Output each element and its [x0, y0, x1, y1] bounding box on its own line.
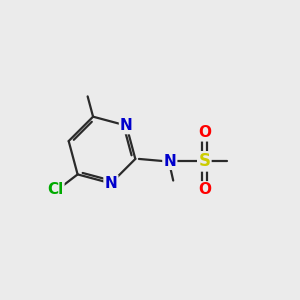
Text: S: S — [198, 152, 210, 170]
Text: Cl: Cl — [47, 182, 63, 197]
Text: N: N — [120, 118, 133, 133]
Text: O: O — [198, 182, 211, 197]
Text: N: N — [164, 154, 176, 169]
Text: O: O — [198, 125, 211, 140]
Text: N: N — [105, 176, 117, 191]
